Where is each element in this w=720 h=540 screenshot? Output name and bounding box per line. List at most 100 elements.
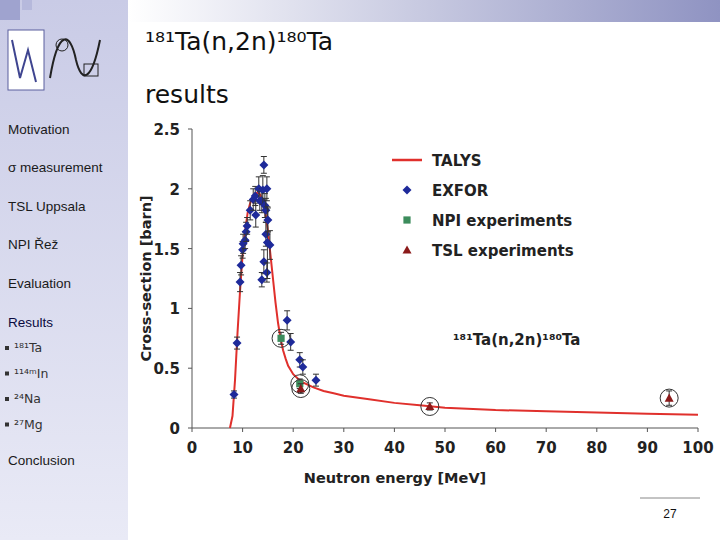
error-bar-cap: [278, 344, 284, 345]
highlight-circle: [660, 389, 678, 407]
nav-item: Motivation: [8, 122, 70, 137]
data-point: [265, 241, 274, 250]
y-axis-label: Cross-section [barn]: [138, 195, 154, 361]
error-bar-cap: [260, 175, 266, 176]
x-axis-label: Neutron energy [MeV]: [304, 470, 486, 486]
y-tick-label: 1.5: [153, 241, 180, 259]
data-point: [243, 221, 252, 230]
highlight-circle: [292, 380, 310, 398]
data-point: [259, 160, 268, 169]
x-tick: [647, 428, 648, 432]
nav-subitem: ¹⁸¹Ta: [14, 340, 42, 355]
legend-swatch: [403, 186, 412, 195]
data-point: [665, 394, 674, 402]
error-bar-cap: [278, 332, 284, 333]
error-bar-cap: [284, 310, 290, 311]
corner-square: [22, 0, 32, 10]
annotation: ¹⁸¹Ta(n,2n)¹⁸⁰Ta: [453, 331, 580, 349]
y-tick-label: 2: [170, 181, 180, 199]
x-tick: [192, 428, 193, 432]
bullet: [5, 397, 9, 401]
error-bar-cap: [253, 227, 259, 228]
legend-swatch: [403, 216, 410, 223]
legend-label: EXFOR: [432, 182, 489, 200]
nav-subitem: ²⁴Na: [14, 391, 41, 406]
data-point: [425, 402, 434, 410]
data-point: [277, 335, 284, 342]
y-tick-label: 2.5: [153, 121, 180, 139]
data-point: [261, 206, 270, 215]
x-tick-label: 40: [384, 439, 405, 457]
error-bar-cap: [666, 405, 672, 406]
background: [0, 0, 720, 540]
slide-title: results: [145, 80, 229, 109]
y-tick: [188, 248, 192, 249]
nav-item: NPI Řež: [8, 237, 59, 252]
error-bar-cap: [238, 255, 244, 256]
error-bar-cap: [261, 249, 267, 250]
bullet: [5, 346, 9, 350]
error-bar-cap: [264, 206, 270, 207]
error-bar-cap: [264, 282, 270, 283]
x-tick-label: 100: [682, 439, 713, 457]
legend-swatch: [392, 159, 422, 162]
x-tick-label: 70: [536, 439, 557, 457]
highlight-circle: [421, 397, 439, 415]
legend-label: TALYS: [432, 152, 482, 170]
x-tick: [698, 428, 699, 432]
x-tick: [495, 428, 496, 432]
x-tick-label: 80: [586, 439, 607, 457]
x-tick: [343, 428, 344, 432]
header-band: [128, 0, 720, 22]
data-point: [251, 211, 260, 220]
plot-area: [229, 157, 698, 428]
legend: TALYSEXFORNPI experimentsTSL experiments: [392, 152, 574, 260]
error-bar-cap: [265, 207, 271, 208]
x-tick: [445, 428, 446, 432]
x-tick-label: 30: [333, 439, 354, 457]
bullet: [5, 423, 9, 427]
data-point: [233, 339, 242, 348]
x-tick: [596, 428, 597, 432]
error-bar-cap: [243, 241, 249, 242]
data-point: [257, 275, 266, 284]
data-point: [236, 278, 245, 287]
error-bar-cap: [666, 390, 672, 391]
x-tick-label: 60: [485, 439, 506, 457]
y-tick-label: 0.5: [153, 360, 180, 378]
x-tick-label: 20: [283, 439, 304, 457]
error-bar-cap: [244, 217, 250, 218]
error-bar-cap: [247, 219, 253, 220]
error-bar-cap: [298, 393, 304, 394]
slide-title: ¹⁸¹Ta(n,2n)¹⁸⁰Ta: [145, 27, 333, 56]
data-point: [229, 390, 238, 399]
y-tick: [188, 308, 192, 309]
error-bar-cap: [263, 198, 269, 199]
series-3: [292, 380, 678, 416]
error-bar-cap: [261, 156, 267, 157]
error-bar-cap: [252, 205, 258, 206]
slide: ¹⁸¹Ta(n,2n)¹⁸⁰Ta results Motivation σ measu…: [0, 0, 720, 540]
logo: [56, 39, 68, 51]
error-bar-cap: [267, 259, 273, 260]
x-tick-label: 50: [435, 439, 456, 457]
error-bar-cap: [264, 200, 270, 201]
error-bar-cap: [313, 374, 319, 375]
error-bar-cap: [256, 176, 262, 177]
data-point: [237, 261, 246, 270]
error-bar-cap: [300, 359, 306, 360]
series-1: [229, 157, 320, 400]
y-tick: [188, 188, 192, 189]
nav-item: Conclusion: [8, 453, 75, 468]
highlight-circle: [272, 329, 290, 347]
data-point: [283, 316, 292, 325]
logo: [12, 40, 36, 82]
nav-subitem: ²⁷Mg: [14, 417, 43, 432]
error-bar-cap: [237, 272, 243, 273]
bullet: [5, 372, 9, 376]
talys-line: [230, 192, 698, 428]
nav-item: σ measurement: [8, 160, 103, 175]
error-bar-cap: [264, 262, 270, 263]
legend-label: NPI experiments: [432, 212, 572, 230]
series-0: [230, 192, 698, 428]
